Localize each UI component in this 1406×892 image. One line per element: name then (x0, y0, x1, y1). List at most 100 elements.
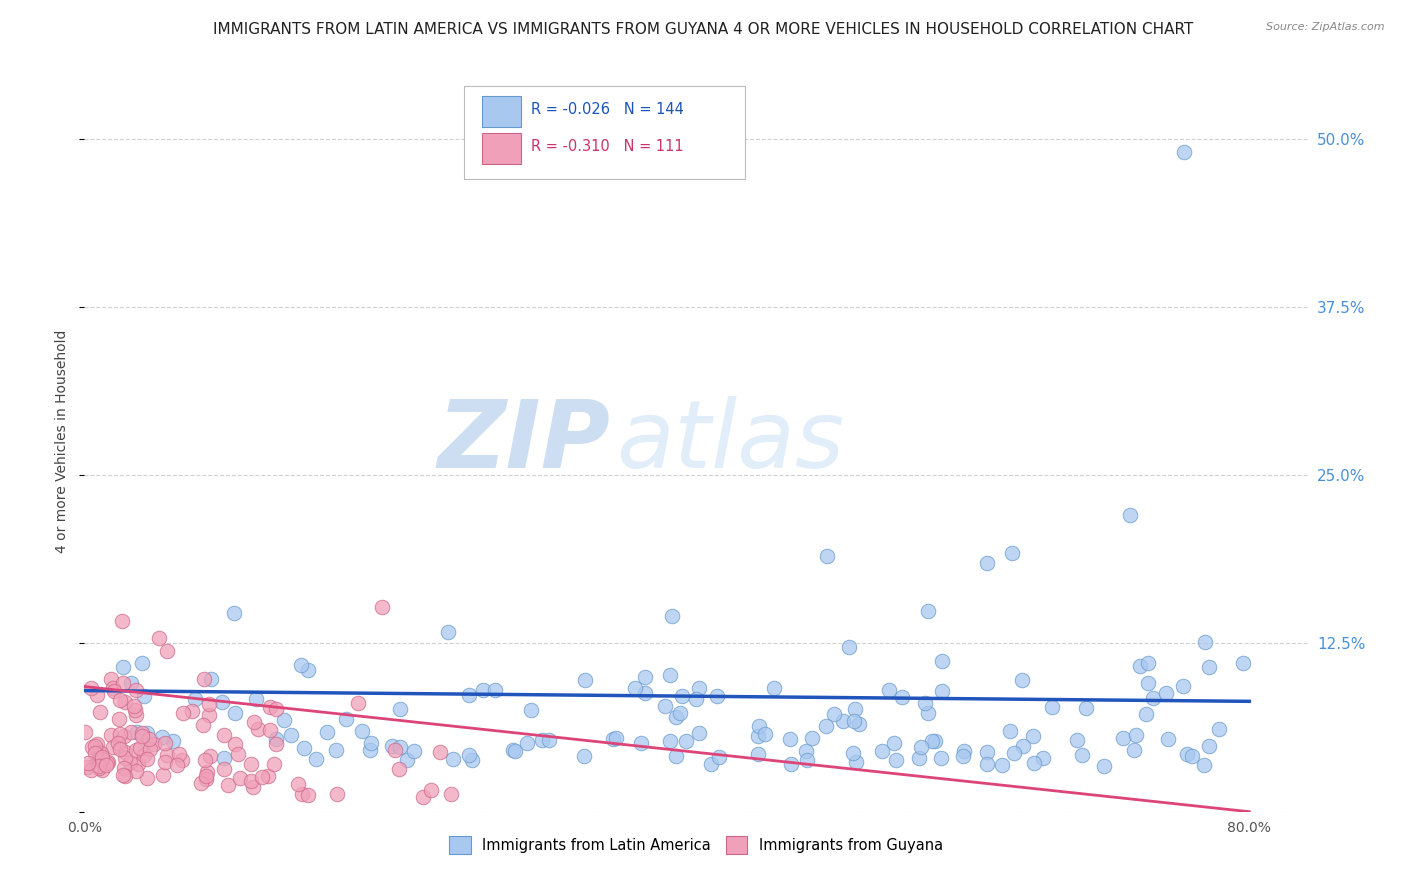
Point (148, 632, 170, 646)
Point (125, 682, 148, 697)
Point (908, 751, 931, 765)
Point (1198, 739, 1220, 754)
Point (842, 746, 865, 760)
Point (131, 656, 153, 670)
Point (195, 772, 218, 786)
Point (1011, 739, 1033, 753)
Point (685, 691, 707, 706)
Point (259, 699, 281, 714)
Point (921, 733, 943, 747)
Point (665, 710, 688, 724)
Point (91, 752, 114, 766)
Point (128, 741, 150, 756)
Point (1092, 759, 1115, 773)
Point (381, 739, 404, 753)
Point (706, 689, 728, 703)
Point (1171, 679, 1194, 693)
Point (671, 690, 693, 704)
Point (172, 706, 194, 720)
Point (658, 668, 681, 682)
Point (224, 607, 246, 621)
Point (103, 684, 125, 698)
Point (665, 748, 688, 763)
Point (976, 757, 998, 772)
Point (273, 713, 295, 727)
Point (1135, 706, 1157, 721)
Point (832, 714, 855, 729)
Point (291, 787, 314, 801)
Point (891, 690, 914, 704)
Point (976, 745, 998, 759)
Point (886, 753, 908, 767)
Point (359, 743, 381, 757)
Point (877, 683, 900, 698)
Point (87, 743, 110, 757)
Point (184, 691, 207, 706)
Point (297, 789, 319, 803)
Point (763, 681, 786, 695)
Point (688, 681, 710, 695)
Point (94, 758, 117, 772)
Point (139, 741, 162, 756)
Point (658, 733, 681, 747)
Point (224, 706, 246, 720)
Point (190, 776, 212, 790)
Point (198, 697, 221, 711)
Point (1125, 728, 1147, 742)
Point (132, 747, 155, 762)
Point (1022, 756, 1045, 771)
Text: ZIP: ZIP (437, 395, 610, 488)
Point (224, 737, 246, 751)
Point (239, 774, 262, 789)
Point (669, 706, 692, 720)
Point (166, 758, 188, 772)
Point (630, 736, 652, 750)
Point (346, 696, 368, 710)
Point (1066, 733, 1088, 747)
Point (990, 757, 1012, 772)
Point (155, 756, 177, 770)
Point (264, 732, 287, 747)
Point (120, 725, 142, 739)
Point (796, 753, 818, 767)
Point (844, 702, 866, 716)
Point (1040, 699, 1063, 714)
Point (155, 747, 177, 762)
Point (1070, 747, 1092, 762)
Point (1001, 546, 1024, 560)
Text: R = -0.310   N = 111: R = -0.310 N = 111 (531, 138, 683, 153)
Point (170, 753, 193, 767)
Point (305, 752, 328, 766)
Point (605, 731, 627, 745)
Point (634, 686, 657, 700)
Point (127, 757, 149, 772)
Point (1137, 676, 1160, 690)
Point (80, 739, 103, 754)
Point (315, 724, 337, 739)
Point (929, 751, 952, 765)
Point (1157, 732, 1180, 747)
Point (910, 739, 932, 754)
Point (360, 736, 382, 750)
Point (111, 660, 134, 674)
Point (131, 726, 153, 740)
Point (76, 756, 98, 770)
Point (747, 729, 769, 743)
Point (156, 644, 179, 658)
Point (150, 731, 173, 745)
Point (212, 751, 235, 765)
Point (131, 729, 153, 743)
Point (538, 733, 561, 747)
Point (396, 753, 419, 767)
Point (1175, 747, 1198, 761)
Point (633, 670, 655, 684)
Point (200, 672, 222, 686)
Point (976, 556, 998, 570)
Point (748, 719, 770, 733)
Point (914, 697, 936, 711)
Point (457, 689, 479, 703)
Point (122, 698, 145, 713)
Point (112, 729, 135, 743)
Point (388, 762, 411, 776)
Point (259, 723, 281, 738)
